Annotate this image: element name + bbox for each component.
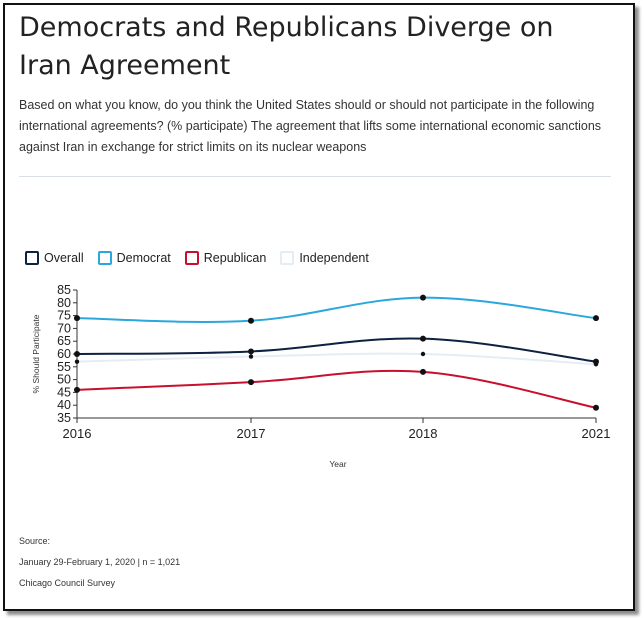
legend-item-republican[interactable]: Republican xyxy=(184,251,267,265)
data-point-democrat xyxy=(420,294,426,301)
data-point-overall xyxy=(420,335,426,342)
x-axis-label: Year xyxy=(329,459,346,469)
y-tick-label: 75 xyxy=(57,309,71,323)
y-tick-label: 60 xyxy=(57,347,71,361)
data-point-overall xyxy=(593,358,599,365)
data-point-democrat xyxy=(248,317,254,324)
data-point-independent xyxy=(248,354,254,359)
y-tick-label: 70 xyxy=(57,321,71,335)
y-tick-label: 85 xyxy=(57,283,71,297)
data-point-republican xyxy=(420,368,426,375)
data-point-democrat xyxy=(74,315,80,322)
data-point-overall xyxy=(74,351,80,357)
legend-item-democrat[interactable]: Democrat xyxy=(97,251,171,265)
x-tick-label: 2017 xyxy=(237,426,266,441)
series-line-independent xyxy=(76,352,597,366)
survey-org: Chicago Council Survey xyxy=(19,578,116,588)
source-label: Source: xyxy=(19,536,51,546)
legend-item-overall[interactable]: Overall xyxy=(25,251,84,265)
chart-subtitle: Based on what you know, do you think the… xyxy=(19,98,602,154)
legend: Overall Democrat Republican Independent xyxy=(25,251,375,265)
legend-label-overall: Overall xyxy=(44,251,84,265)
y-tick-label: 50 xyxy=(57,373,71,387)
series-line-overall xyxy=(76,337,597,363)
x-tick-label: 2016 xyxy=(63,426,92,441)
y-tick-label: 40 xyxy=(57,398,71,412)
x-tick-label: 2018 xyxy=(409,426,438,441)
data-point-republican xyxy=(593,404,599,411)
divider xyxy=(19,176,611,177)
y-tick-label: 55 xyxy=(57,360,71,374)
y-tick-label: 80 xyxy=(57,296,71,310)
x-tick-label: 2021 xyxy=(582,426,611,441)
legend-swatch-democrat xyxy=(97,251,112,265)
legend-swatch-overall xyxy=(25,251,39,265)
chart-card: Democrats and Republicans Diverge on Ira… xyxy=(3,3,635,611)
data-point-independent xyxy=(420,351,426,357)
data-point-republican xyxy=(74,386,80,393)
chart-title: Democrats and Republicans Diverge on Ira… xyxy=(19,12,554,81)
series-line-republican xyxy=(76,369,597,409)
legend-swatch-republican xyxy=(184,251,199,265)
data-point-democrat xyxy=(593,315,599,322)
data-point-independent xyxy=(74,359,80,364)
y-tick-label: 35 xyxy=(57,411,71,425)
y-axis-label: % Should Participate xyxy=(31,314,41,393)
y-tick-label: 45 xyxy=(57,385,71,399)
data-point-overall xyxy=(248,348,254,355)
legend-label-republican: Republican xyxy=(203,251,267,265)
series-line-democrat xyxy=(76,296,597,323)
data-point-republican xyxy=(248,379,254,386)
legend-swatch-independent xyxy=(280,251,295,265)
legend-item-independent[interactable]: Independent xyxy=(280,251,369,265)
y-tick-label: 65 xyxy=(57,334,71,348)
survey-dates: January 29-February 1, 2020 | n = 1,021 xyxy=(19,557,181,567)
legend-label-independent: Independent xyxy=(299,251,369,265)
legend-label-democrat: Democrat xyxy=(116,251,171,265)
